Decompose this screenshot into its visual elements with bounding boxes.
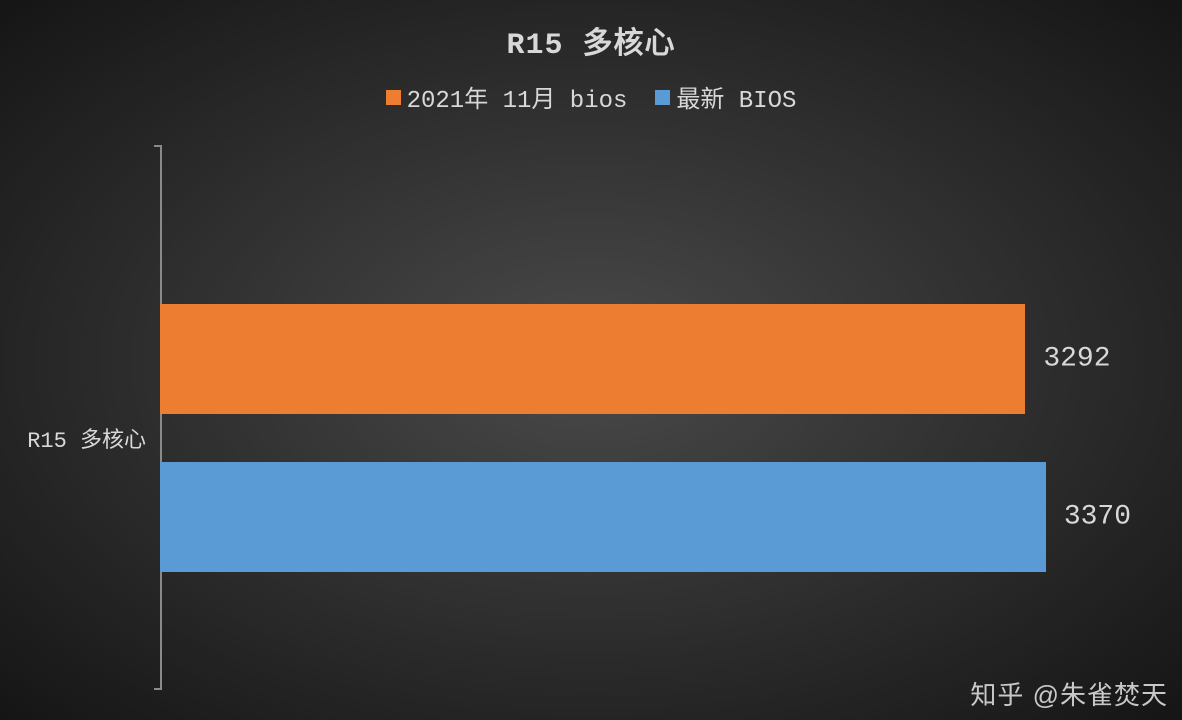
chart-title: R15 多核心 (0, 0, 1182, 63)
legend: 2021年 11月 bios 最新 BIOS (0, 79, 1182, 115)
legend-swatch-1 (655, 90, 670, 105)
bar-series-0 (160, 304, 1025, 414)
axis-tick-bottom (154, 688, 160, 690)
legend-item-0: 2021年 11月 bios (386, 79, 628, 115)
bar-series-1 (160, 462, 1046, 572)
y-category-label: R15 多核心 (27, 422, 146, 454)
bar-value-1: 3370 (1064, 501, 1131, 532)
plot-area: R15 多核心 3292 3370 (160, 145, 1160, 705)
legend-label-0: 2021年 11月 bios (407, 79, 628, 115)
legend-item-1: 最新 BIOS (655, 79, 796, 115)
axis-tick-top (154, 145, 160, 147)
y-axis-line (160, 145, 162, 690)
watermark: 知乎 @朱雀焚天 (970, 675, 1168, 712)
legend-label-1: 最新 BIOS (676, 79, 796, 115)
legend-swatch-0 (386, 90, 401, 105)
bar-value-0: 3292 (1043, 343, 1110, 374)
